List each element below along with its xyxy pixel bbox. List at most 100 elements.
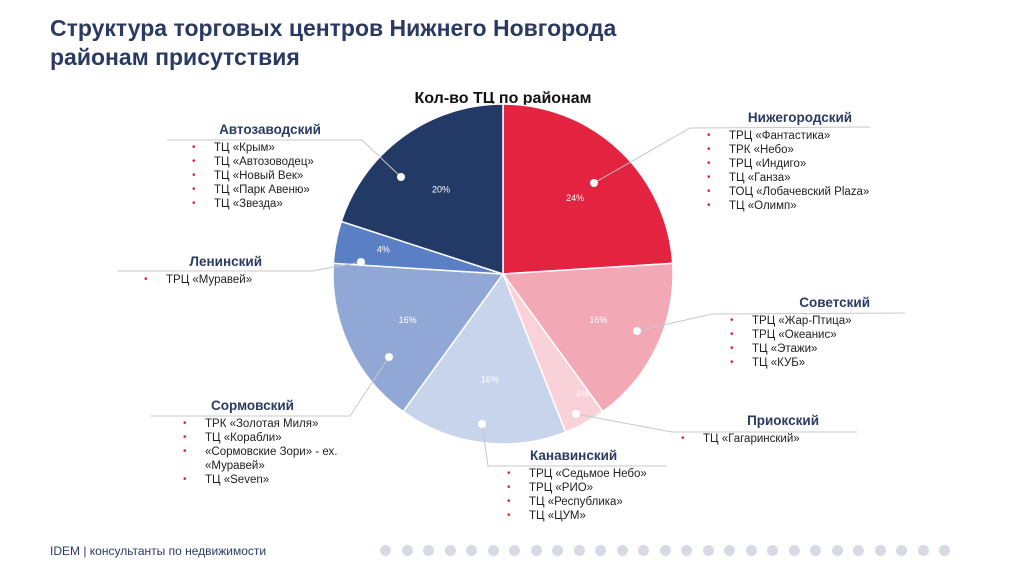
slide-dot[interactable] — [401, 545, 413, 556]
mall-item: ТЦ «Seven» — [181, 473, 341, 487]
mall-item: ТРЦ «Муравей» — [142, 273, 302, 287]
slide-dot[interactable] — [853, 545, 864, 556]
pie-slice — [332, 262, 505, 413]
leader-line — [593, 126, 871, 184]
mall-item: ТЦ «ЦУМ» — [505, 509, 675, 523]
slide-dot[interactable] — [896, 545, 907, 556]
mall-item: ТЦ «Корабли» — [181, 431, 341, 445]
slide-dot[interactable] — [724, 545, 735, 556]
slide-dot[interactable] — [767, 545, 778, 556]
mall-item: ТЦ «Новый Век» — [190, 169, 350, 183]
slide-dot[interactable] — [638, 545, 649, 556]
mall-item: «Сормовские Зори» - ех. «Муравей» — [181, 445, 341, 473]
district-sovetsky: Советский ТРЦ «Жар-Птица»ТРЦ «Океанис»ТЦ… — [728, 295, 898, 370]
slice-label: 20% — [432, 185, 450, 195]
chart-title: Кол-во ТЦ по районам — [414, 90, 592, 107]
district-kanavinsky: Канавинский ТРЦ «Седьмое Небо»ТРЦ «РИО»Т… — [505, 448, 675, 523]
mall-item: ТЦ «Ганза» — [705, 171, 895, 185]
slice-label: 16% — [589, 315, 607, 325]
slice-label: 16% — [481, 375, 499, 385]
leader-dot — [590, 179, 598, 187]
mall-item: ТОЦ «Лобачевский Plaza» — [705, 185, 895, 199]
mall-item: ТЦ «Автозоводец» — [190, 155, 350, 169]
mall-item: ТЦ «КУБ» — [728, 356, 898, 370]
leader-dot — [357, 258, 365, 266]
title-line: районам присутствия — [50, 44, 300, 70]
pie-slice — [502, 103, 674, 275]
mall-item: ТЦ «Республика» — [505, 495, 675, 509]
slide-dot[interactable] — [681, 545, 692, 556]
mall-list: ТРЦ «Седьмое Небо»ТРЦ «РИО»ТЦ «Республик… — [505, 467, 675, 523]
leader-line — [167, 139, 402, 178]
mall-item: ТЦ «Этажи» — [728, 342, 898, 356]
mall-list: ТРЦ «Жар-Птица»ТРЦ «Океанис»ТЦ «Этажи»ТЦ… — [728, 314, 898, 370]
slide-dot[interactable] — [917, 545, 929, 556]
page-title: Структура торговых центров Нижнего Новго… — [50, 14, 616, 72]
mall-item: ТРЦ «РИО» — [505, 481, 675, 495]
title-line: Структура торговых центров Нижнего Новго… — [50, 15, 617, 41]
slide-dot[interactable] — [509, 545, 520, 556]
slide-dot[interactable] — [380, 545, 391, 556]
leader-dot — [572, 410, 580, 418]
leader-dot — [385, 353, 393, 361]
slice-label: 24% — [566, 193, 584, 203]
slide-dot[interactable] — [595, 545, 606, 556]
slice-label: 16% — [399, 315, 417, 325]
pie-slice — [402, 272, 567, 445]
slide-dots — [380, 545, 950, 556]
slide-dot[interactable] — [788, 545, 800, 556]
leader-line — [150, 356, 390, 417]
mall-list: ТЦ «Гагаринский» — [679, 432, 839, 446]
district-name: Нижегородский — [747, 110, 853, 125]
mall-item: ТРК «Золотая Миля» — [181, 417, 341, 431]
slide-dot[interactable] — [573, 545, 585, 556]
district-name: Приокский — [747, 413, 819, 428]
mall-item: ТРК «Небо» — [705, 143, 895, 157]
district-name: Канавинский — [530, 448, 618, 463]
mall-item: ТРЦ «Океанис» — [728, 328, 898, 342]
pie-slice — [501, 262, 674, 413]
mall-item: ТРЦ «Жар-Птица» — [728, 314, 898, 328]
slide-dot[interactable] — [659, 545, 671, 556]
slide-dot[interactable] — [939, 545, 950, 556]
slide-dot[interactable] — [831, 545, 843, 556]
mall-item: ТЦ «Олимп» — [705, 199, 895, 213]
slide-dot[interactable] — [874, 545, 886, 556]
slide-dot[interactable] — [423, 545, 434, 556]
district-name: Сормовский — [211, 398, 294, 413]
slide-dot[interactable] — [487, 545, 499, 556]
mall-list: ТРК «Золотая Миля»ТЦ «Корабли»«Сормовски… — [181, 417, 341, 487]
slide-dot[interactable] — [444, 545, 456, 556]
mall-item: ТРЦ «Седьмое Небо» — [505, 467, 675, 481]
slide-dot[interactable] — [745, 545, 757, 556]
leader-dots — [357, 173, 641, 428]
district-prioksky: Приокский ТЦ «Гагаринский» — [679, 413, 839, 446]
slide-dot[interactable] — [552, 545, 563, 556]
slide-dot[interactable] — [810, 545, 821, 556]
slice-label: 4% — [576, 389, 589, 399]
mall-list: ТЦ «Крым»ТЦ «Автозоводец»ТЦ «Новый Век»Т… — [190, 141, 350, 211]
district-name: Автозаводский — [219, 122, 321, 137]
leader-line — [117, 261, 362, 272]
mall-item: ТРЦ «Фантастика» — [705, 129, 895, 143]
mall-item: ТЦ «Крым» — [190, 141, 350, 155]
leader-dot — [633, 327, 641, 335]
mall-item: ТЦ «Парк Авеню» — [190, 183, 350, 197]
slide-dot[interactable] — [530, 545, 542, 556]
mall-item: ТРЦ «Индиго» — [705, 157, 895, 171]
slide-dot[interactable] — [702, 545, 714, 556]
slide-dot[interactable] — [616, 545, 628, 556]
district-nizhegorodsky: Нижегородский ТРЦ «Фантастика»ТРК «Небо»… — [705, 110, 895, 213]
district-name: Ленинский — [189, 254, 262, 269]
district-name: Советский — [799, 295, 870, 310]
district-sormovsky: Сормовский ТРК «Золотая Миля»ТЦ «Корабли… — [181, 398, 341, 487]
leader-dot — [478, 420, 486, 428]
district-avtozavodsky: Автозаводский ТЦ «Крым»ТЦ «Автозоводец»Т… — [190, 122, 350, 211]
leader-dot — [397, 173, 405, 181]
mall-item: ТЦ «Звезда» — [190, 197, 350, 211]
mall-list: ТРЦ «Фантастика»ТРК «Небо»ТРЦ «Индиго»ТЦ… — [705, 129, 895, 213]
leader-line — [481, 423, 667, 467]
mall-item: ТЦ «Гагаринский» — [679, 432, 839, 446]
slide-dot[interactable] — [466, 545, 477, 556]
